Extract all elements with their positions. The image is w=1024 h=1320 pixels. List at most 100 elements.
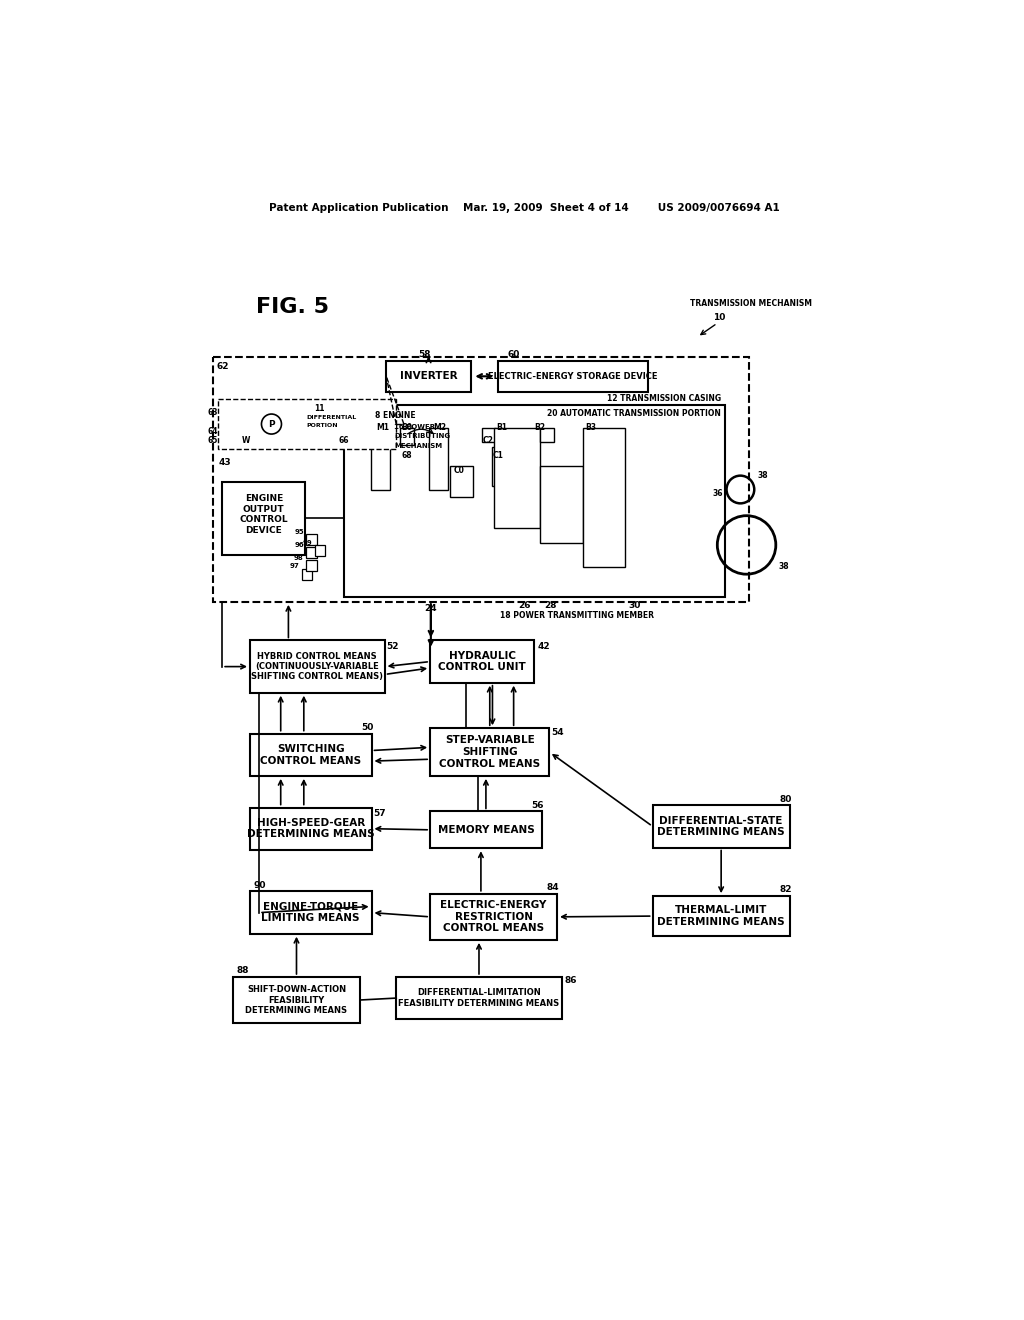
Bar bbox=[301, 569, 312, 579]
Bar bbox=[430, 640, 535, 682]
Text: HIGH-SPEED-GEAR
DETERMINING MEANS: HIGH-SPEED-GEAR DETERMINING MEANS bbox=[247, 818, 375, 840]
Bar bbox=[233, 977, 360, 1023]
Bar bbox=[220, 433, 233, 447]
Text: 95: 95 bbox=[294, 529, 304, 535]
Text: 64: 64 bbox=[207, 426, 217, 436]
Bar bbox=[400, 428, 414, 445]
Text: 52: 52 bbox=[386, 642, 398, 651]
Text: B0: B0 bbox=[401, 424, 413, 432]
Text: 62: 62 bbox=[217, 362, 229, 371]
Text: 86: 86 bbox=[564, 977, 577, 985]
Text: 43: 43 bbox=[218, 458, 231, 467]
Bar bbox=[344, 405, 725, 597]
Bar bbox=[482, 428, 497, 442]
Text: HYDRAULIC
CONTROL UNIT: HYDRAULIC CONTROL UNIT bbox=[438, 651, 526, 672]
Bar bbox=[429, 428, 447, 490]
Text: 30: 30 bbox=[628, 602, 640, 610]
Bar bbox=[306, 535, 316, 545]
Text: 10: 10 bbox=[714, 313, 726, 322]
Text: 12 TRANSMISSION CASING: 12 TRANSMISSION CASING bbox=[607, 395, 721, 403]
Text: 56: 56 bbox=[531, 801, 544, 809]
Text: 24: 24 bbox=[425, 605, 437, 614]
Bar bbox=[652, 896, 790, 936]
Text: 97: 97 bbox=[290, 564, 299, 569]
Text: 8 ENGINE: 8 ENGINE bbox=[375, 411, 416, 420]
Text: ENGINE
OUTPUT
CONTROL
DEVICE: ENGINE OUTPUT CONTROL DEVICE bbox=[240, 495, 288, 535]
Bar bbox=[250, 640, 385, 693]
Bar bbox=[541, 466, 583, 544]
Text: SWITCHING
CONTROL MEANS: SWITCHING CONTROL MEANS bbox=[260, 744, 361, 766]
Text: SHIFT-DOWN-ACTION
FEASIBILITY
DETERMINING MEANS: SHIFT-DOWN-ACTION FEASIBILITY DETERMININ… bbox=[246, 985, 347, 1015]
Text: 11: 11 bbox=[314, 404, 325, 413]
Bar bbox=[217, 400, 396, 449]
Text: FIG. 5: FIG. 5 bbox=[256, 297, 329, 317]
Text: B3: B3 bbox=[585, 424, 596, 432]
Bar bbox=[583, 428, 625, 566]
Text: ELECTRIC-ENERGY STORAGE DEVICE: ELECTRIC-ENERGY STORAGE DEVICE bbox=[488, 372, 657, 380]
Text: 82: 82 bbox=[779, 886, 793, 895]
Text: 80: 80 bbox=[779, 795, 792, 804]
Text: 57: 57 bbox=[373, 809, 386, 818]
Bar bbox=[220, 404, 238, 421]
Bar bbox=[451, 466, 473, 498]
Text: 18 POWER TRANSMITTING MEMBER: 18 POWER TRANSMITTING MEMBER bbox=[500, 611, 654, 620]
Bar bbox=[250, 891, 372, 933]
Bar bbox=[371, 428, 390, 490]
Text: MEMORY MEANS: MEMORY MEANS bbox=[437, 825, 535, 834]
Text: 50: 50 bbox=[361, 723, 374, 731]
Bar bbox=[430, 894, 557, 940]
Text: C2: C2 bbox=[482, 436, 494, 445]
Text: 88: 88 bbox=[237, 966, 249, 975]
Text: M2: M2 bbox=[433, 424, 446, 432]
Text: THERMAL-LIMIT
DETERMINING MEANS: THERMAL-LIMIT DETERMINING MEANS bbox=[657, 906, 785, 927]
Text: B1: B1 bbox=[497, 424, 507, 432]
Bar bbox=[498, 360, 648, 392]
Bar bbox=[652, 805, 790, 847]
Text: B2: B2 bbox=[535, 424, 546, 432]
Text: P: P bbox=[268, 420, 274, 429]
Bar bbox=[222, 482, 305, 554]
Text: INVERTER: INVERTER bbox=[399, 371, 458, 381]
Text: C0: C0 bbox=[454, 466, 465, 475]
Bar bbox=[541, 428, 554, 442]
Bar bbox=[430, 812, 542, 849]
Text: 38: 38 bbox=[758, 471, 768, 480]
Text: DIFFERENTIAL: DIFFERENTIAL bbox=[306, 416, 356, 420]
Bar bbox=[494, 428, 541, 528]
Text: 28: 28 bbox=[544, 602, 556, 610]
Text: ELECTRIC-ENERGY
RESTRICTION
CONTROL MEANS: ELECTRIC-ENERGY RESTRICTION CONTROL MEAN… bbox=[440, 900, 547, 933]
Text: STEP-VARIABLE
SHIFTING
CONTROL MEANS: STEP-VARIABLE SHIFTING CONTROL MEANS bbox=[439, 735, 541, 768]
Text: Patent Application Publication    Mar. 19, 2009  Sheet 4 of 14        US 2009/00: Patent Application Publication Mar. 19, … bbox=[269, 203, 780, 214]
Bar bbox=[250, 734, 372, 776]
Text: W: W bbox=[242, 437, 250, 445]
Text: 84: 84 bbox=[547, 883, 559, 892]
Text: DIFFERENTIAL-STATE
DETERMINING MEANS: DIFFERENTIAL-STATE DETERMINING MEANS bbox=[657, 816, 785, 837]
Text: 98: 98 bbox=[294, 554, 304, 561]
Text: 90: 90 bbox=[254, 880, 266, 890]
Text: 42: 42 bbox=[538, 642, 550, 651]
Bar bbox=[493, 447, 506, 486]
Text: PORTION: PORTION bbox=[306, 424, 338, 428]
Text: 38: 38 bbox=[779, 562, 790, 572]
Bar bbox=[213, 358, 749, 602]
Bar bbox=[250, 808, 372, 850]
Text: HYBRID CONTROL MEANS
(CONTINUOUSLY-VARIABLE
SHIFTING CONTROL MEANS): HYBRID CONTROL MEANS (CONTINUOUSLY-VARIA… bbox=[251, 652, 383, 681]
Bar bbox=[314, 545, 326, 556]
Text: 65: 65 bbox=[207, 436, 217, 445]
Bar bbox=[396, 977, 562, 1019]
Text: 60: 60 bbox=[507, 350, 519, 359]
Text: 63: 63 bbox=[207, 408, 217, 417]
Text: C1: C1 bbox=[493, 451, 503, 459]
Text: 68: 68 bbox=[401, 451, 413, 459]
Text: 54: 54 bbox=[552, 727, 564, 737]
Bar bbox=[220, 422, 238, 441]
Text: 96: 96 bbox=[294, 543, 304, 548]
Text: 16 POWER: 16 POWER bbox=[394, 424, 435, 430]
Text: TRANSMISSION MECHANISM: TRANSMISSION MECHANISM bbox=[689, 298, 812, 308]
Text: MECHANISM: MECHANISM bbox=[394, 442, 442, 449]
Bar bbox=[386, 360, 471, 392]
Text: 36: 36 bbox=[713, 488, 724, 498]
Text: 58: 58 bbox=[419, 350, 431, 359]
Text: DISTRIBUTING: DISTRIBUTING bbox=[394, 433, 450, 440]
Bar bbox=[306, 548, 316, 558]
